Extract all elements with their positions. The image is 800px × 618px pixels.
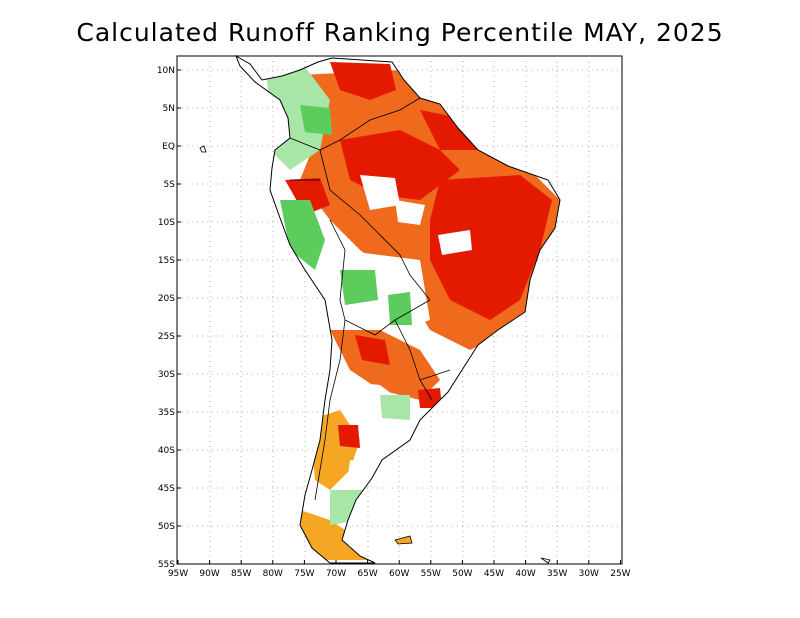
lon-tick-label: 40W [515,569,535,579]
lon-tick-label: 70W [326,569,346,579]
longitude-axis: 95W 90W 85W 80W 75W 70W 65W 60W 55W 50W 45W 40W 35W 3… [168,560,631,579]
shade-green-pampa [380,395,410,420]
lon-tick-label: 45W [484,569,504,579]
lat-tick-label: 55S [158,560,175,570]
shade-red-east [430,175,552,320]
lat-tick-label: EQ [162,142,175,152]
shade-white-5 [330,380,420,440]
shade-white-3 [438,230,472,255]
lon-tick-label: 30W [579,569,599,579]
lon-tick-label: 80W [263,569,283,579]
lat-tick-label: 35S [158,408,175,418]
lat-tick-label: 30S [158,370,175,380]
falkland-islands [394,535,413,545]
lon-tick-label: 85W [231,569,251,579]
lat-tick-label: 5S [164,180,176,190]
galapagos-islands [199,145,207,153]
shade-red-peru [285,178,330,215]
lon-tick-label: 65W [357,569,377,579]
shade-green-bolivia [340,270,378,305]
lat-tick-label: 15S [158,256,175,266]
map-title: Calculated Runoff Ranking Percentile MAY… [76,18,724,47]
lat-tick-label: 20S [158,294,175,304]
shade-green-peru [280,200,325,270]
shade-orange-south [330,330,440,400]
lon-tick-label: 95W [168,569,188,579]
shade-green-chaco [388,292,412,325]
lat-tick-label: 50S [158,522,175,532]
lat-tick-label: 10S [158,218,175,228]
lon-tick-label: 25W [610,569,630,579]
shade-white-2 [395,200,425,225]
shade-red-argentina [338,425,360,448]
lat-tick-label: 10N [157,66,175,76]
coastline [235,54,561,564]
shade-green-colombia [300,105,332,135]
lon-tick-label: 60W [389,569,409,579]
shade-red-uruguay [418,388,442,408]
shade-red-north [330,62,396,100]
shade-red-paraguay [355,335,390,365]
lat-tick-label: 45S [158,484,175,494]
lon-tick-label: 50W [452,569,472,579]
lat-tick-label: 25S [158,332,175,342]
latitude-axis: 10N 5N EQ 5S 10S 15S 20S 25S 30S 35S 40S 45S 50S 55S [157,66,181,570]
lat-tick-label: 40S [158,446,175,456]
lat-tick-label: 5N [163,104,175,114]
south-georgia [540,557,551,564]
shade-white-1 [360,175,400,210]
country-borders [289,97,451,501]
lon-tick-label: 90W [199,569,219,579]
lon-tick-label: 55W [421,569,441,579]
lon-tick-label: 75W [294,569,314,579]
lon-tick-label: 35W [547,569,567,579]
